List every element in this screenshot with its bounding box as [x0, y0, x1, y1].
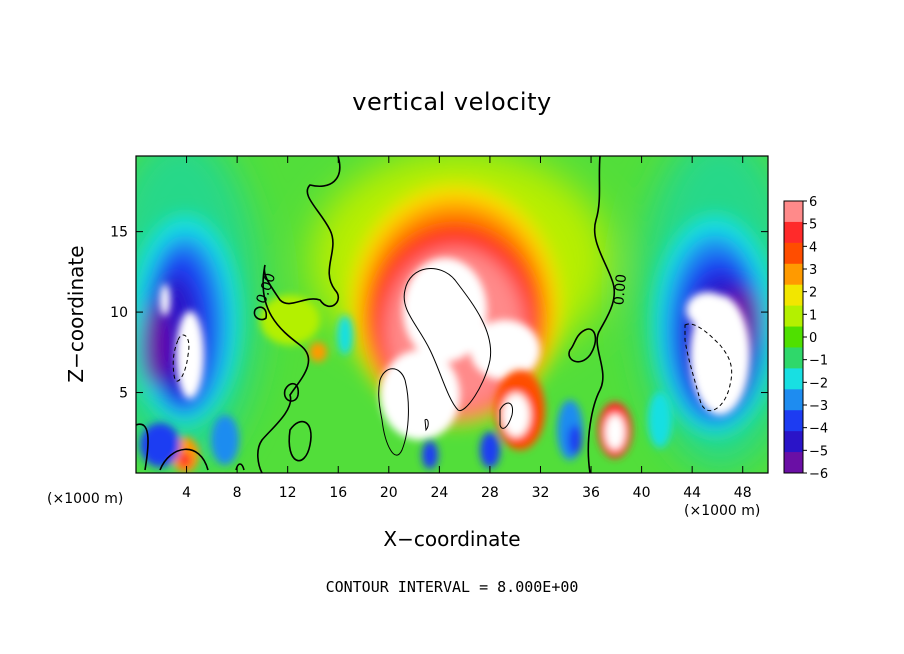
x-tick-label: 20	[380, 485, 398, 501]
zero-contour	[257, 156, 341, 473]
x-tick-label: 28	[481, 485, 499, 501]
x-tick-label: 16	[329, 485, 347, 501]
colorbar-swatch	[784, 347, 803, 369]
x-tick-label: 48	[734, 485, 752, 501]
colorbar-swatch	[784, 431, 803, 453]
zero-contour	[568, 328, 597, 363]
colorbar-tick-label: 0	[809, 331, 817, 346]
updraft-x38-core	[605, 414, 625, 450]
x-tick-label: 8	[233, 485, 242, 501]
zero-contour	[283, 382, 300, 402]
colorbar-swatch	[784, 284, 803, 307]
downdraft-contour	[684, 323, 733, 412]
y-axis-label: Z−coordinate	[64, 245, 88, 383]
colorbar-tick-label: 4	[809, 240, 817, 255]
y-tick-label: 10	[110, 305, 128, 321]
colorbar-swatch	[784, 305, 803, 328]
colorbar-tick-label: 2	[809, 286, 817, 301]
colorbar-swatch	[784, 201, 803, 223]
colorbar-swatch	[784, 326, 803, 348]
updraft-contour	[378, 368, 409, 456]
colorbar-tick-label: 6	[809, 195, 817, 210]
updraft-contour	[499, 402, 514, 429]
zero-contour	[136, 423, 149, 471]
x-tick-label: 44	[683, 485, 701, 501]
x-tick-label: 36	[582, 485, 600, 501]
colorbar-tick-label: −6	[809, 467, 828, 482]
x-axis-label: X−coordinate	[383, 527, 521, 551]
colorbar-tick-label: −2	[809, 376, 828, 391]
x-tick-label: 32	[532, 485, 550, 501]
colorbar-tick-label: −3	[809, 399, 828, 414]
colorbar-swatch	[784, 242, 803, 265]
colorbar-tick-label: 1	[809, 308, 817, 323]
colorbar-swatch	[784, 368, 803, 390]
colorbar-swatch	[784, 410, 803, 432]
left-downdraft-core	[176, 311, 204, 399]
contour-lines	[136, 156, 733, 473]
updraft-contour	[424, 418, 429, 432]
velocity-field	[136, 156, 768, 473]
x-tick-label: 40	[633, 485, 651, 501]
contour-label: 0.00	[611, 273, 630, 305]
colorbar-tick-label: 5	[809, 218, 817, 233]
y-tick-label: 15	[110, 225, 128, 241]
zero-contour	[159, 448, 209, 471]
central-updraft-core	[403, 258, 487, 362]
y-tick-label: 5	[119, 386, 128, 402]
colorbar-swatch	[784, 389, 803, 411]
colorbar-tick-label: 3	[809, 263, 817, 278]
chart-title: vertical velocity	[352, 88, 552, 116]
downdraft-contour	[172, 334, 190, 382]
colorbar-swatch	[784, 263, 803, 286]
colorbar: 6 5 4 3 2 1 0 −1 −2 −3 −4 −5 −6	[783, 195, 828, 482]
plot-frame	[135, 155, 769, 474]
contour-interval-caption: CONTOUR INTERVAL = 8.000E+00	[325, 578, 579, 596]
updraft-contour	[403, 268, 492, 411]
x-unit-label-right: (×1000 m)	[684, 503, 761, 519]
colorbar-tick-label: −1	[809, 354, 828, 369]
x-tick-label: 4	[182, 485, 191, 501]
zero-contour	[587, 156, 616, 473]
colorbar-swatch	[784, 452, 803, 474]
colorbar-tick-label: −4	[809, 422, 828, 437]
zero-contour	[288, 420, 312, 462]
colorbar-swatch	[784, 221, 803, 244]
x-tick-label: 12	[279, 485, 297, 501]
colorbar-tick-label: −5	[809, 444, 828, 459]
zero-contour	[235, 463, 245, 471]
x-unit-label-left: (×1000 m)	[47, 491, 124, 507]
x-tick-label: 24	[430, 485, 448, 501]
zero-contour	[253, 306, 268, 321]
